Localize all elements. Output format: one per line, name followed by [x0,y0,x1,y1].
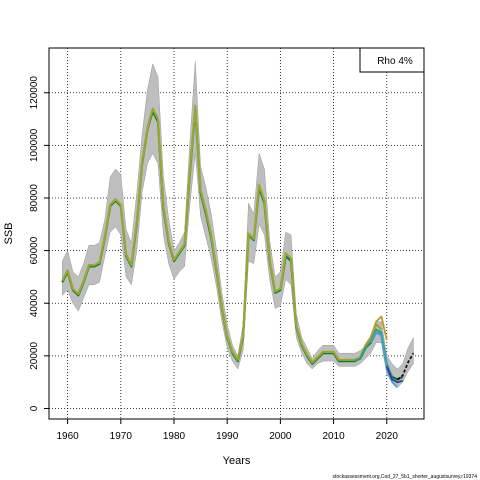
y-tick-label: 60000 [29,236,40,264]
legend-box [359,47,425,73]
series-line-2 [61,104,383,364]
y-tick-label: 120000 [29,76,40,110]
y-axis: 0 20000 40000 60000 80000 100000 120000 [29,76,49,411]
series-line-5 [369,331,399,389]
confidence-band-layer [62,61,414,388]
y-axis-title: SSB [3,222,15,244]
y-tick-label: 0 [29,405,40,411]
plot-frame [48,47,425,420]
x-tick-label: 2000 [269,431,292,442]
series-line-6 [385,366,403,384]
x-tick-label: 1990 [216,431,239,442]
series-line-1 [61,107,404,381]
footnote: stockassessment.org,Cod_27_5b1_shorter_a… [333,474,478,480]
confidence-band [62,61,414,388]
y-tick-label: 80000 [29,184,40,212]
legend: Rho 4% [359,47,425,73]
y-tick-label: 40000 [29,289,40,317]
series-layer [61,104,415,389]
legend-text: Rho 4% [377,56,413,67]
x-axis: 1960 1970 1980 1990 2000 2010 2020 [56,419,398,442]
x-tick-label: 1970 [110,431,133,442]
y-tick-label: 20000 [29,342,40,370]
y-tick-label: 100000 [29,128,40,162]
series-line-7 [396,352,415,381]
x-axis-title: Years [223,455,251,467]
x-tick-label: 2010 [322,431,345,442]
x-tick-label: 1980 [163,431,186,442]
x-tick-label: 2020 [376,431,399,442]
x-tick-label: 1960 [56,431,79,442]
